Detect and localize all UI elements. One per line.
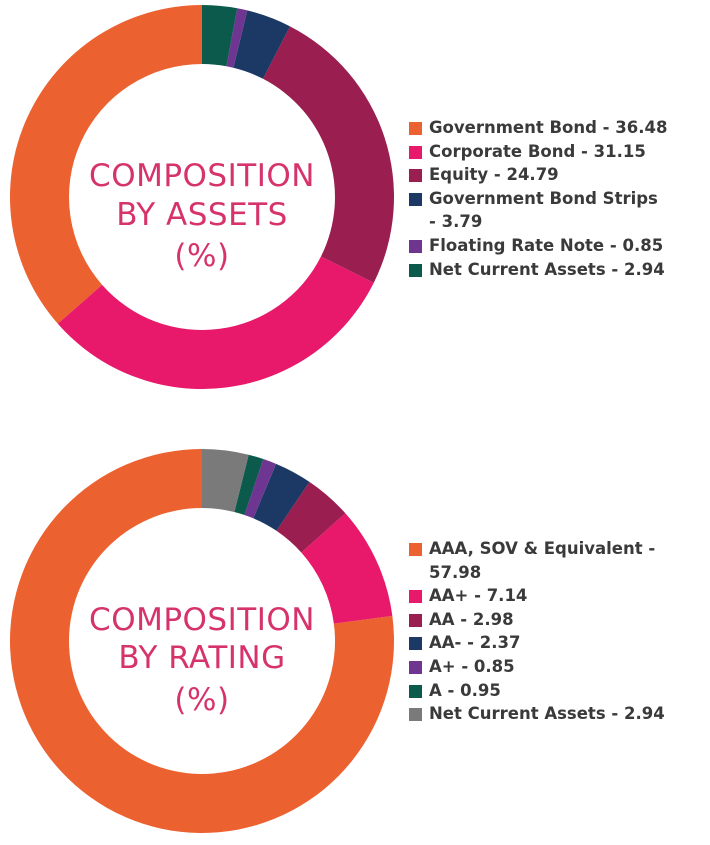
legend-swatch bbox=[409, 145, 422, 159]
assets-center-title-line-1: COMPOSITION bbox=[89, 158, 315, 194]
legend-swatch bbox=[409, 684, 422, 698]
legend-label: AA - 2.98 bbox=[429, 609, 514, 629]
legend-item-corporate-bond: Corporate Bond - 31.15 bbox=[409, 140, 669, 164]
slice-aa bbox=[253, 463, 310, 531]
legend-item-a: A - 0.95 bbox=[409, 679, 669, 703]
slice-government-bond bbox=[10, 5, 203, 324]
legend-item-a: A+ - 0.85 bbox=[409, 655, 669, 679]
slice-net-current-assets bbox=[202, 5, 238, 67]
legend-swatch bbox=[409, 192, 422, 206]
assets-center-title-line-2: BY ASSETS bbox=[116, 197, 288, 233]
assets-legend: Government Bond - 36.48 Corporate Bond - … bbox=[409, 116, 669, 281]
legend-label: Government Bond Strips - 3.79 bbox=[429, 188, 658, 232]
slice-a bbox=[244, 459, 277, 519]
legend-label: A - 0.95 bbox=[429, 680, 501, 700]
legend-swatch bbox=[409, 239, 422, 253]
legend-item-government-bond: Government Bond - 36.48 bbox=[409, 116, 669, 140]
legend-swatch bbox=[409, 122, 422, 135]
legend-swatch bbox=[409, 169, 422, 183]
legend-swatch bbox=[409, 708, 422, 722]
slice-aa bbox=[276, 481, 346, 553]
rating-chart-block: COMPOSITION BY RATING (%) AAA, SOV & Equiv… bbox=[0, 440, 710, 845]
assets-center-title-line-3: (%) bbox=[174, 238, 229, 274]
legend-label: Equity - 24.79 bbox=[429, 165, 559, 185]
legend-item-aa: AA- - 2.37 bbox=[409, 631, 669, 655]
legend-label: AA- - 2.37 bbox=[429, 633, 521, 653]
legend-item-government-bond-strips: Government Bond Strips - 3.79 bbox=[409, 187, 669, 234]
slice-floating-rate-note bbox=[226, 8, 248, 68]
legend-swatch bbox=[409, 543, 422, 556]
legend-swatch bbox=[409, 660, 422, 674]
slice-corporate-bond bbox=[57, 256, 374, 389]
legend-item-aa: AA+ - 7.14 bbox=[409, 584, 669, 608]
legend-item-net-current-assets: Net Current Assets - 2.94 bbox=[409, 258, 669, 282]
legend-item-aaa-sov-and-equivalent: AAA, SOV & Equivalent - 57.98 bbox=[409, 537, 669, 584]
slice-aa bbox=[301, 513, 393, 624]
rating-center-title-line-3: (%) bbox=[174, 682, 229, 718]
legend-label: Net Current Assets - 2.94 bbox=[429, 704, 665, 724]
slice-aaa-sov-and-equivalent bbox=[9, 449, 394, 833]
legend-label: AAA, SOV & Equivalent - 57.98 bbox=[429, 539, 656, 582]
legend-item-net-current-assets: Net Current Assets - 2.94 bbox=[409, 702, 669, 726]
slice-a bbox=[234, 454, 264, 515]
legend-label: Government Bond - 36.48 bbox=[429, 118, 668, 137]
rating-center-title-line-2: BY RATING bbox=[118, 640, 285, 676]
legend-item-aa: AA - 2.98 bbox=[409, 608, 669, 632]
legend-label: A+ - 0.85 bbox=[429, 656, 515, 676]
legend-label: AA+ - 7.14 bbox=[429, 586, 528, 606]
legend-label: Corporate Bond - 31.15 bbox=[429, 141, 646, 161]
legend-label: Net Current Assets - 2.94 bbox=[429, 259, 665, 279]
assets-chart-block: COMPOSITION BY ASSETS (%) Government Bond … bbox=[0, 0, 710, 400]
rating-center-title-line-1: COMPOSITION bbox=[89, 602, 315, 638]
slice-government-bond-strips bbox=[233, 10, 291, 79]
legend-swatch bbox=[409, 613, 422, 627]
legend-swatch bbox=[409, 590, 422, 604]
rating-legend: AAA, SOV & Equivalent - 57.98 AA+ - 7.14 A… bbox=[409, 537, 669, 726]
legend-swatch bbox=[409, 637, 422, 651]
legend-item-equity: Equity - 24.79 bbox=[409, 163, 669, 187]
legend-swatch bbox=[409, 263, 422, 277]
slice-net-current-assets bbox=[202, 449, 249, 512]
legend-label: Floating Rate Note - 0.85 bbox=[429, 235, 664, 255]
slice-equity bbox=[262, 26, 394, 283]
legend-item-floating-rate-note: Floating Rate Note - 0.85 bbox=[409, 234, 669, 258]
